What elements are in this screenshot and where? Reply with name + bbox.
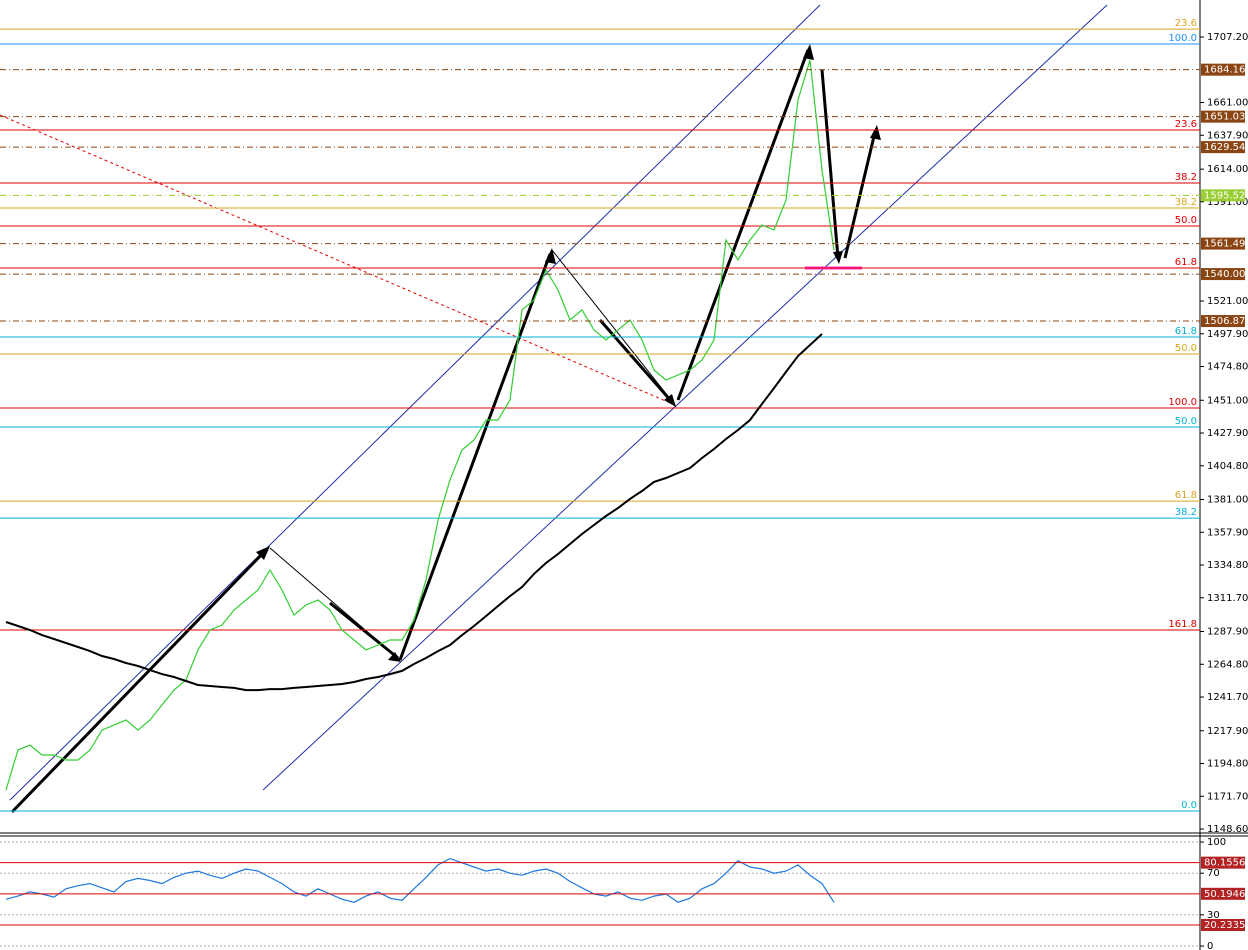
price-tag — [1201, 189, 1245, 202]
arrow — [10, 548, 268, 814]
panel: 23.6 100.0 23.6 38.2 38.2 50.0 61.8 61.8 50.0 100… — [0, 18, 1248, 835]
price-tag — [1201, 63, 1245, 76]
price-tag-label: 1595.52 — [1204, 190, 1245, 201]
price-tag-label: 1629.54 — [1204, 142, 1245, 153]
fib-label: 61.8 — [1175, 490, 1197, 501]
panel: 0 30 70 100 80.1556 50.1946 20.2335 — [0, 837, 1245, 950]
fib-label: 100.0 — [1168, 397, 1197, 408]
price-tag — [1201, 856, 1245, 869]
price-tag-label: 1684.16 — [1204, 65, 1245, 76]
price-tag-label: 80.1556 — [1204, 858, 1245, 869]
fib-label: 100.0 — [1168, 33, 1197, 44]
fib-label: 61.8 — [1175, 257, 1197, 268]
arrow-head — [870, 125, 881, 140]
price-tag — [1201, 141, 1245, 154]
arrow — [598, 319, 674, 403]
arrow-head — [803, 44, 814, 60]
price-tag — [1201, 268, 1245, 281]
y-tick-label: 70 — [1207, 868, 1220, 879]
y-tick-label: 1264.80 — [1207, 659, 1248, 670]
arrow-head — [388, 652, 401, 662]
y-tick-label: 1521.00 — [1207, 296, 1248, 307]
arrow — [398, 253, 552, 661]
y-tick-label: 1591.00 — [1207, 197, 1248, 208]
y-tick-label: 1404.80 — [1207, 461, 1248, 472]
y-tick-label: 1381.00 — [1207, 495, 1248, 506]
y-tick-label: 1474.80 — [1207, 362, 1248, 373]
fib-label: 50.0 — [1175, 416, 1197, 427]
y-tick-label: 1241.70 — [1207, 692, 1248, 703]
channel-line — [262, 4, 1108, 791]
y-tick-label: 1637.90 — [1207, 130, 1248, 141]
price-tag-label: 1561.49 — [1204, 239, 1245, 250]
arrow-head — [833, 251, 843, 264]
fib-label: 38.2 — [1175, 172, 1197, 183]
price-tag-label: 20.2335 — [1204, 920, 1245, 931]
fib-label: 23.6 — [1175, 18, 1197, 29]
price-tag-label: 1651.03 — [1204, 112, 1245, 123]
arrow — [329, 601, 399, 660]
y-tick-label: 1171.70 — [1207, 791, 1248, 802]
arrow-heads — [256, 44, 881, 662]
y-tick-label: 1614.00 — [1207, 164, 1248, 175]
fib-label: 0.0 — [1181, 800, 1197, 811]
series-line — [5, 59, 835, 791]
series-line — [5, 333, 823, 692]
price-tag — [1201, 887, 1245, 900]
fib-label: 50.0 — [1175, 215, 1197, 226]
y-tick-label: 1287.90 — [1207, 627, 1248, 638]
arrow-head — [256, 546, 270, 560]
price-tag — [1201, 110, 1245, 123]
arrow — [676, 49, 810, 401]
price-tag — [1201, 315, 1245, 328]
arrow-head — [664, 394, 676, 407]
trend-line — [0, 114, 676, 406]
y-tick-label: 1194.80 — [1207, 759, 1248, 770]
price-tag — [1201, 918, 1245, 931]
fib-label: 38.2 — [1175, 197, 1197, 208]
price-tag-label: 1540.00 — [1204, 269, 1245, 280]
fib-label: 161.8 — [1168, 619, 1197, 630]
y-tick-label: 1217.90 — [1207, 726, 1248, 737]
arrow-head — [545, 248, 556, 264]
price-tag-label: 50.1946 — [1204, 889, 1245, 900]
y-tick-label: 1497.90 — [1207, 329, 1248, 340]
y-tick-label: 0 — [1207, 941, 1213, 950]
y-tick-label: 1357.90 — [1207, 527, 1248, 538]
price-tag-label: 1506.87 — [1204, 316, 1245, 327]
fib-label: 61.8 — [1175, 326, 1197, 337]
y-tick-label: 1334.80 — [1207, 560, 1248, 571]
fib-label: 50.0 — [1175, 343, 1197, 354]
y-tick-label: 1148.60 — [1207, 824, 1248, 835]
y-tick-label: 1427.90 — [1207, 428, 1248, 439]
y-tick-label: 1311.70 — [1207, 593, 1248, 604]
fib-label: 23.6 — [1175, 119, 1197, 130]
y-tick-label: 30 — [1207, 910, 1220, 921]
y-tick-label: 1661.00 — [1207, 98, 1248, 109]
zigzag — [551, 249, 676, 406]
y-tick-label: 1707.20 — [1207, 32, 1248, 43]
y-tick-label: 1451.00 — [1207, 395, 1248, 406]
price-tag — [1201, 237, 1245, 250]
fib-label: 38.2 — [1175, 507, 1197, 518]
arrow — [820, 69, 840, 259]
y-tick-label: 100 — [1207, 837, 1226, 848]
